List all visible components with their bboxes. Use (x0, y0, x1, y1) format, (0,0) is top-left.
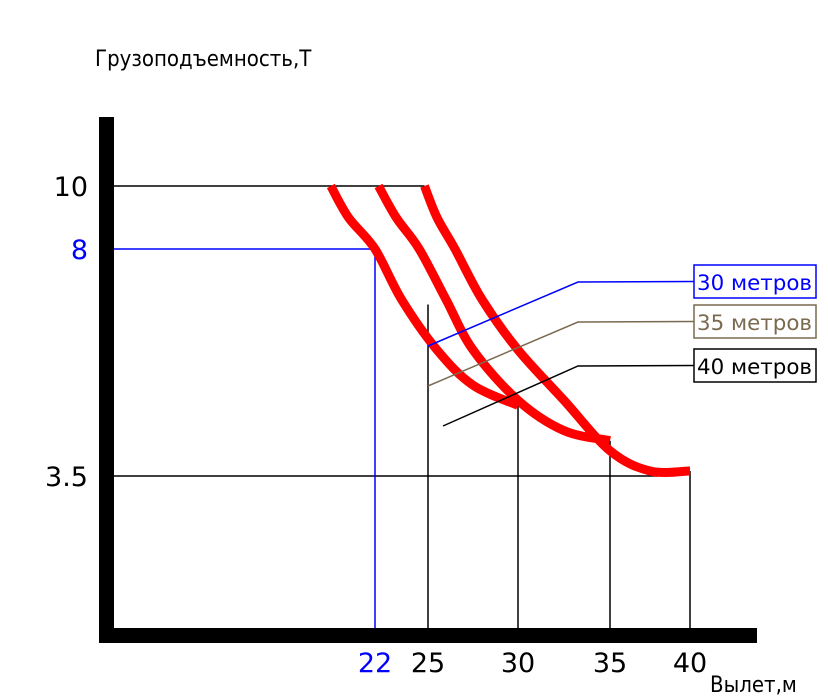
y-axis-title: Грузоподъемность,Т (95, 47, 312, 72)
curve-30 (326, 183, 520, 410)
legend-leader-30 (427, 280, 695, 347)
x-axis-line (99, 628, 757, 643)
legend-leader-40 (442, 364, 695, 427)
x-tick-label-22: 22 (358, 648, 392, 679)
x-tick-label-40: 40 (673, 648, 707, 679)
y-axis-line (99, 117, 114, 643)
y-tick-label-8: 8 (71, 235, 88, 266)
x-tick-label-35: 35 (593, 648, 627, 679)
legend-entry-35: 35 метров (697, 311, 812, 335)
x-tick-label-30: 30 (501, 648, 535, 679)
legend-leaders (427, 280, 695, 427)
y-tick-label-10: 10 (54, 172, 88, 203)
x-axis-title: Вылет,м (710, 673, 797, 697)
legend: 30 метров 35 метров 40 метров (693, 264, 817, 383)
guide-lines (114, 185, 691, 638)
x-tick-label-25: 25 (411, 648, 445, 679)
legend-entry-30: 30 метров (697, 271, 812, 295)
legend-box-35 (693, 304, 817, 339)
legend-leader-35 (427, 320, 695, 387)
curve-35 (374, 183, 611, 446)
capacity-curves (326, 183, 691, 477)
axes (99, 117, 757, 643)
curve-40 (420, 184, 691, 477)
y-tick-label-3.5: 3.5 (45, 462, 88, 493)
legend-box-40 (693, 348, 817, 383)
legend-box-30 (693, 264, 817, 299)
legend-entry-40: 40 метров (697, 355, 812, 379)
tick-labels: 22 25 30 35 40 10 8 3.5 (45, 172, 707, 679)
